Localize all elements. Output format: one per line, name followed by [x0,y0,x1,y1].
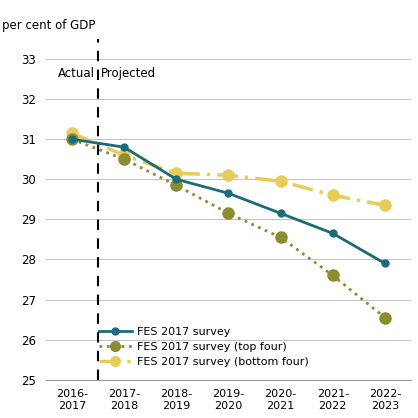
FES 2017 survey (bottom four) [382,203,387,208]
Legend: FES 2017 survey, FES 2017 survey (top four), FES 2017 survey (bottom four): FES 2017 survey, FES 2017 survey (top fo… [95,323,313,371]
FES 2017 survey [69,137,74,142]
Text: Projected: Projected [101,67,156,80]
FES 2017 survey [122,145,127,150]
FES 2017 survey (top four) [69,137,74,142]
FES 2017 survey (top four) [382,315,387,320]
FES 2017 survey (top four) [122,157,127,162]
Line: FES 2017 survey (bottom four): FES 2017 survey (bottom four) [66,127,390,211]
FES 2017 survey (top four) [330,273,335,278]
FES 2017 survey [382,261,387,266]
FES 2017 survey (bottom four) [122,153,127,158]
Line: FES 2017 survey: FES 2017 survey [69,136,388,267]
FES 2017 survey (bottom four) [330,193,335,198]
FES 2017 survey (top four) [174,183,179,188]
Text: per cent of GDP: per cent of GDP [2,19,95,32]
FES 2017 survey (bottom four) [226,173,231,178]
FES 2017 survey (top four) [278,235,283,240]
FES 2017 survey (bottom four) [174,171,179,176]
FES 2017 survey [330,231,335,236]
FES 2017 survey [278,211,283,216]
Text: Actual: Actual [58,67,95,80]
FES 2017 survey (bottom four) [278,179,283,184]
Line: FES 2017 survey (top four): FES 2017 survey (top four) [66,134,390,323]
FES 2017 survey [174,177,179,182]
FES 2017 survey [226,191,231,196]
FES 2017 survey (top four) [226,211,231,216]
FES 2017 survey (bottom four) [69,131,74,136]
